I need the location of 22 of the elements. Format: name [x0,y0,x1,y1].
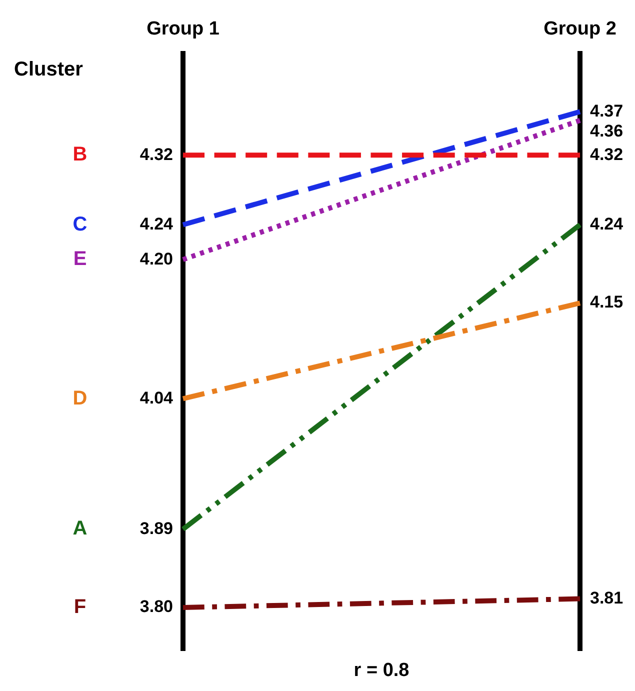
x-tick-label: Group 1 [146,18,220,40]
data-label: 4.15 [590,292,624,312]
data-label: 4.04 [140,388,174,408]
data-label: 4.20 [140,249,173,268]
text: B [72,144,88,166]
data-label: 3.81 [590,588,624,608]
text: E [73,248,87,270]
x-tick-label: Group 2 [544,18,616,40]
data-label: 3.89 [140,518,173,538]
text: r = 0.8 [354,660,410,682]
data-label: 3.80 [140,597,173,616]
data-label: 4.37 [590,101,624,120]
data-label: 4.32 [140,144,173,164]
text: F [74,596,86,618]
data-label: 4.24 [140,214,174,234]
text: A [72,518,88,540]
data-label: 4.32 [590,144,624,164]
legend-title: Cluster [14,58,84,81]
data-label: 4.36 [590,121,624,140]
data-label: 4.24 [590,214,624,234]
text: D [72,387,88,410]
text: C [72,213,88,236]
